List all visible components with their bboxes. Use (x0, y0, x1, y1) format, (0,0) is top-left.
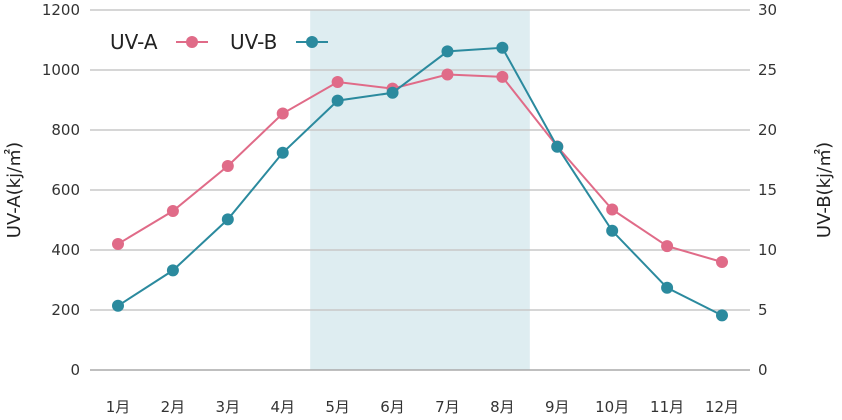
legend-label-2: UV-B (230, 30, 277, 54)
x-tick-label: 3月 (216, 398, 241, 416)
series-2-point (496, 41, 509, 54)
series-line-1 (117, 73, 723, 263)
y-right-tick-label: 0 (758, 361, 768, 379)
x-tick-label: 2月 (161, 398, 186, 416)
x-tick-label: 10月 (595, 398, 629, 416)
y-right-tick-label: 20 (758, 121, 777, 139)
series-1-point (112, 238, 124, 250)
x-tick-label: 1月 (106, 398, 131, 416)
x-tick-label: 8月 (490, 398, 515, 416)
series-group (112, 41, 728, 322)
y-left-tick-label: 200 (51, 301, 80, 319)
series-1-point (661, 240, 674, 253)
series-2-point (331, 94, 344, 107)
series-2-point (661, 281, 674, 294)
y-right-tick-label: 10 (758, 241, 777, 259)
y-right-axis-title: UV-B(kj/㎡) (813, 142, 835, 238)
x-tick-label: 7月 (435, 398, 460, 416)
y-left-tick-label: 600 (51, 181, 80, 199)
series-1-point (331, 76, 344, 88)
x-tick-label: 12月 (705, 398, 739, 416)
y-left-tick-label: 800 (51, 121, 80, 139)
y-left-tick-label: 1200 (42, 1, 80, 19)
series-1-point (496, 70, 509, 83)
series-line-2 (117, 46, 723, 317)
legend: UV-A UV-B (110, 30, 328, 54)
series-2-point (276, 146, 289, 159)
legend-label-1: UV-A (110, 30, 158, 54)
series-1-point (221, 160, 234, 172)
legend-swatch-marker-2 (306, 36, 318, 48)
y-right-tick-label: 15 (758, 181, 777, 199)
y-left-tick-label: 0 (70, 361, 80, 379)
y-left-axis-title: UV-A(kj/㎡) (3, 142, 25, 238)
y-right-tick-label: 25 (758, 61, 777, 79)
series-2-point (551, 140, 564, 153)
x-tick-label: 6月 (380, 398, 405, 416)
series-1-point (166, 205, 179, 217)
x-tick-label: 11月 (650, 398, 684, 416)
series-1-point (441, 68, 454, 81)
x-tick-label: 4月 (270, 398, 295, 416)
series-1-point (606, 203, 619, 216)
series-2-point (441, 45, 454, 58)
axes: 0 200 400 600 800 1000 1200 0 5 10 15 20 25 30 1月 2月 3月 4… (3, 1, 835, 416)
series-2-point (166, 264, 179, 277)
y-right-tick-label: 5 (758, 301, 768, 319)
x-tick-label: 9月 (545, 398, 570, 416)
y-left-tick-label: 400 (51, 241, 80, 259)
series-2-point (221, 213, 234, 226)
series-2-point (386, 86, 399, 99)
series-2-point (112, 299, 124, 312)
series-2-point (606, 224, 619, 237)
x-tick-label: 5月 (325, 398, 350, 416)
series-1-point (716, 256, 728, 268)
y-right-tick-label: 30 (758, 1, 777, 19)
series-2-point (716, 309, 728, 322)
y-left-tick-label: 1000 (42, 61, 80, 79)
legend-swatch-marker-1 (186, 36, 198, 48)
series-1-point (276, 107, 289, 120)
